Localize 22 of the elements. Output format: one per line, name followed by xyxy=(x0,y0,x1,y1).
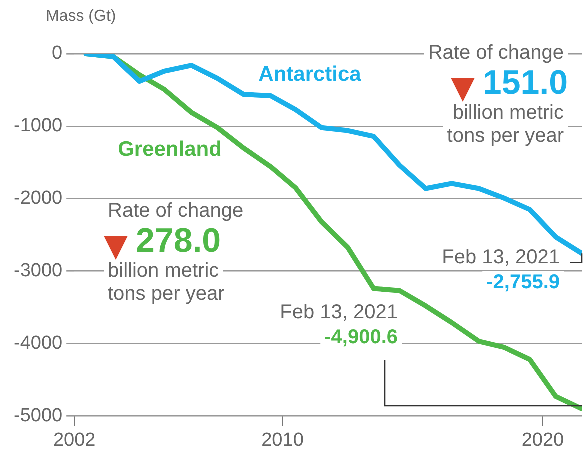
annotation: Feb 13, 2021 xyxy=(280,302,398,324)
annotation: 278.0 xyxy=(136,222,222,260)
y-tick-label: 0 xyxy=(52,43,63,64)
y-tick-label: -2000 xyxy=(14,188,63,210)
annotation: billion metric tons per year xyxy=(107,260,226,306)
annotation: 151.0 xyxy=(482,64,568,102)
annotation: Rate of change xyxy=(104,200,248,223)
annotation: Rate of change xyxy=(424,42,568,65)
x-tick-label: 2010 xyxy=(262,430,304,451)
x-tick-label: 2002 xyxy=(53,430,96,451)
y-tick-label: -5000 xyxy=(14,405,63,426)
y-axis-title: Mass (Gt) xyxy=(46,8,116,26)
data-label: -4,900.6 xyxy=(324,326,398,349)
annotation: billion metric tons per year xyxy=(446,102,565,148)
data-label: -2,755.9 xyxy=(486,272,560,294)
y-tick-label: -3000 xyxy=(14,260,63,282)
x-tick-label: 2020 xyxy=(522,430,564,451)
annotation: Feb 13, 2021 xyxy=(442,246,560,269)
series-label: Antarctica xyxy=(258,62,362,86)
y-tick-label: -4000 xyxy=(14,332,63,354)
series-label: Greenland xyxy=(118,138,222,161)
y-tick-label: -1000 xyxy=(14,116,63,137)
